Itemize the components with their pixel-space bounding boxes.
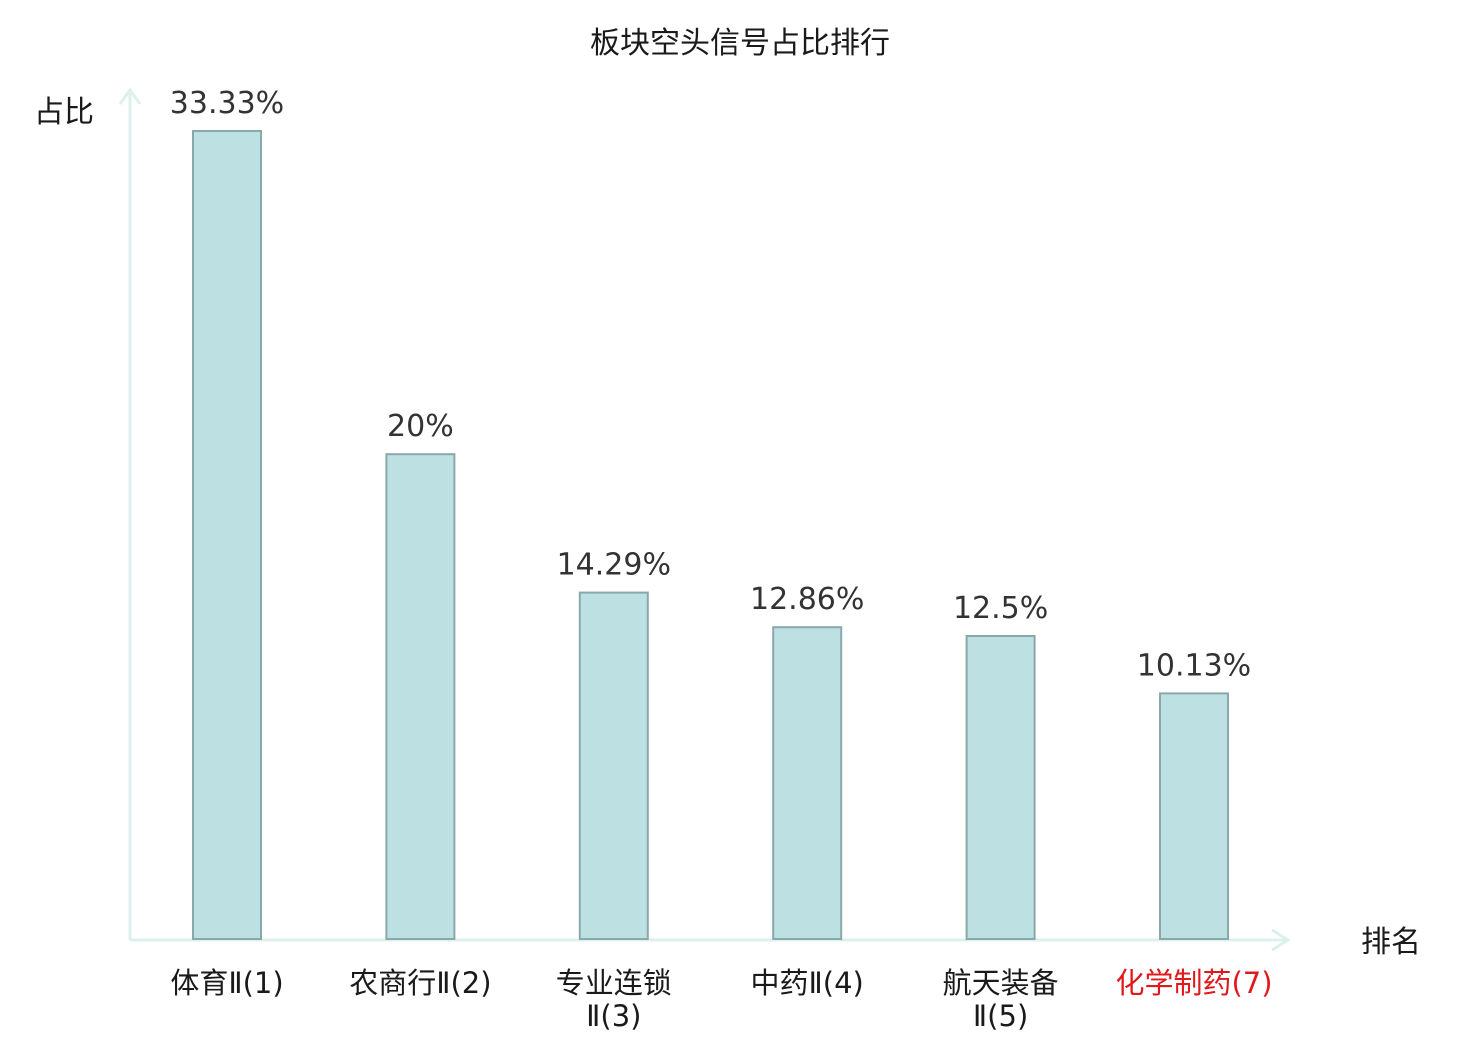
x-axis-title: 排名 [1361, 925, 1421, 960]
category-label-5-line-1: 航天装备 [943, 966, 1059, 1000]
category-label-3-line-1: 专业连锁 [556, 966, 672, 1000]
bar-3 [578, 591, 649, 940]
chart-title: 板块空头信号占比排行 [590, 26, 890, 61]
x-axis-arrow [1271, 928, 1291, 952]
bars [192, 130, 1229, 941]
value-label-4: 12.86% [750, 582, 864, 617]
y-axis-arrow [118, 87, 142, 105]
category-label-5-line-2: Ⅱ(5) [973, 999, 1028, 1033]
value-label-6: 10.13% [1137, 648, 1251, 683]
bar-5 [965, 635, 1036, 940]
value-label-2: 20% [387, 409, 454, 444]
category-label-4: 中药Ⅱ(4) [751, 966, 864, 1000]
category-label-3-line-2: Ⅱ(3) [586, 999, 641, 1033]
value-label-3: 14.29% [557, 548, 671, 583]
category-label-2: 农商行Ⅱ(2) [349, 966, 491, 1000]
y-axis-title: 占比 [34, 95, 94, 130]
category-label-6: 化学制药(7) [1115, 966, 1272, 1000]
value-labels: 33.33% 20% 14.29% 12.86% 12.5% 10.13% [170, 86, 1251, 683]
bar-6 [1159, 692, 1229, 941]
bar-4 [772, 626, 843, 940]
category-label-1: 体育Ⅱ(1) [170, 966, 283, 1000]
bar-2 [385, 453, 456, 940]
value-label-5: 12.5% [953, 591, 1048, 626]
axes [118, 87, 1291, 952]
bar-1 [192, 130, 262, 940]
value-label-1: 33.33% [170, 86, 284, 121]
